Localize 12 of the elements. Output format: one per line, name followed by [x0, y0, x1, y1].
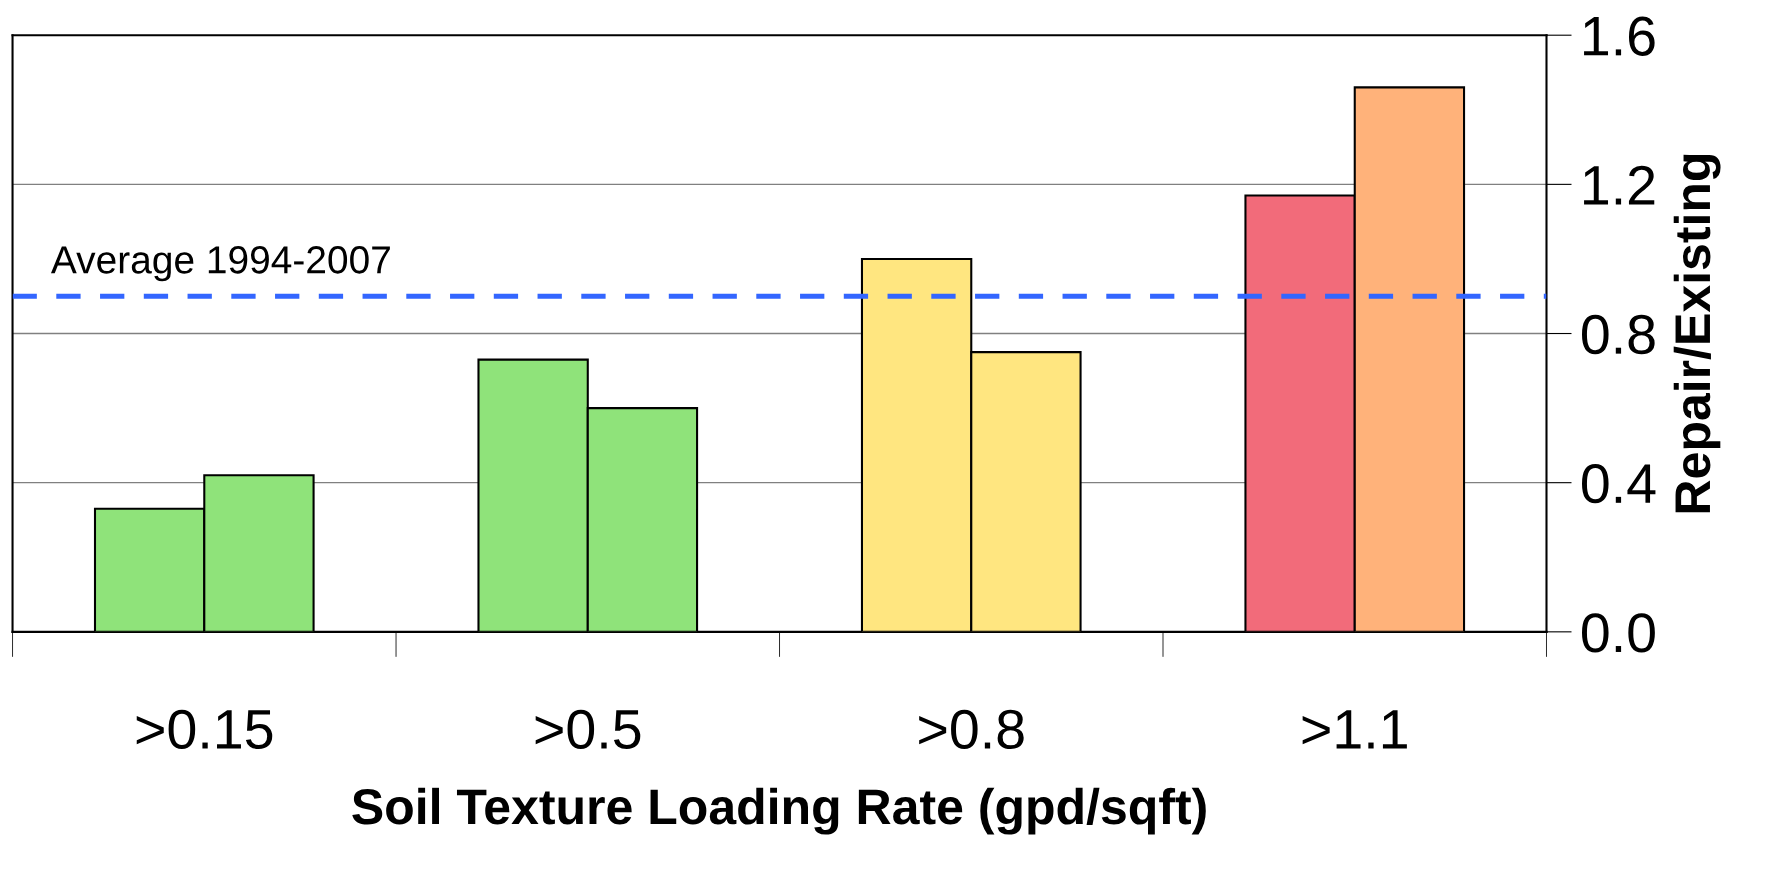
y-axis-title: Repair/Existing: [1673, 154, 1721, 513]
y-tick-label: 0.4: [1582, 464, 1656, 504]
ref-line-label: Average 1994-2007: [50, 246, 390, 282]
y-tick-label: 1.2: [1584, 165, 1655, 205]
x-tick-label: >1.1: [1302, 710, 1407, 749]
x-tick-label: >0.8: [919, 709, 1024, 750]
x-tick-label: >0.5: [535, 709, 641, 750]
x-tick-label: >0.15: [136, 709, 273, 750]
y-tick-label: 0.0: [1582, 613, 1655, 653]
x-axis-title: Soil Texture Loading Rate (gpd/sqft): [352, 787, 1206, 835]
y-tick-label: 1.6: [1584, 16, 1655, 56]
y-tick-label: 0.8: [1582, 314, 1655, 355]
